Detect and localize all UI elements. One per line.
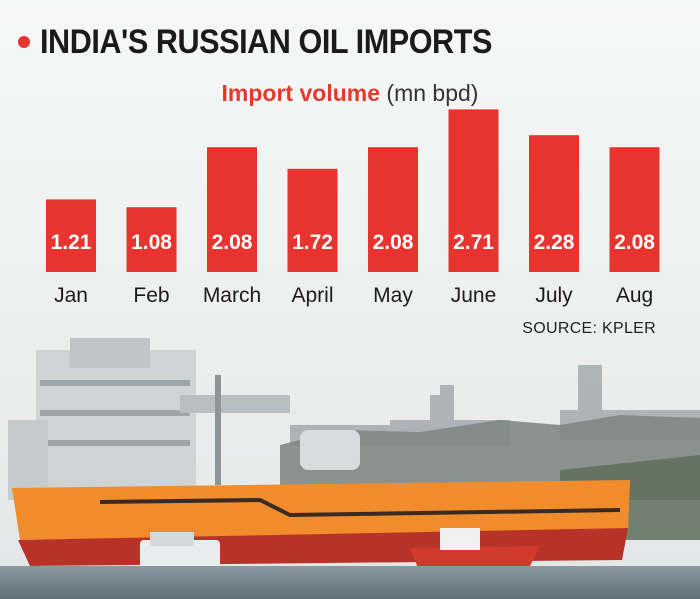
value-label-march: 2.08 (212, 231, 253, 254)
category-label-march: March (203, 284, 261, 307)
chart-title: INDIA'S RUSSIAN OIL IMPORTS (40, 22, 492, 61)
value-label-april: 1.72 (292, 231, 333, 254)
bar-aug (609, 147, 660, 272)
bar-april (287, 168, 338, 272)
category-label-july: July (535, 284, 573, 307)
subtitle-unit: (mn bpd) (386, 80, 479, 106)
source-note: SOURCE: KPLER (522, 320, 656, 337)
value-label-june: 2.71 (453, 231, 494, 254)
value-label-july: 2.28 (534, 231, 575, 254)
value-label-feb: 1.08 (131, 231, 172, 254)
bar-march (207, 147, 257, 272)
category-label-jan: Jan (54, 284, 88, 307)
bar-feb (126, 207, 177, 272)
bar-july (529, 135, 579, 272)
bar-jan (46, 199, 96, 272)
bar-may (368, 147, 418, 272)
chart-subtitle: Import volume (mn bpd) (0, 80, 700, 107)
category-label-may: May (373, 284, 413, 307)
category-label-april: April (291, 284, 333, 307)
category-label-aug: Aug (616, 284, 653, 307)
water (0, 566, 700, 599)
bar-june (448, 109, 499, 273)
value-label-may: 2.08 (373, 231, 414, 254)
title-row: INDIA'S RUSSIAN OIL IMPORTS (18, 22, 542, 62)
subtitle-label: Import volume (221, 80, 381, 106)
value-label-aug: 2.08 (614, 231, 655, 254)
category-label-feb: Feb (133, 284, 169, 307)
title-bullet (18, 36, 30, 48)
ship-superstructure (8, 338, 360, 510)
value-label-jan: 1.21 (51, 231, 92, 254)
category-label-june: June (451, 284, 497, 307)
